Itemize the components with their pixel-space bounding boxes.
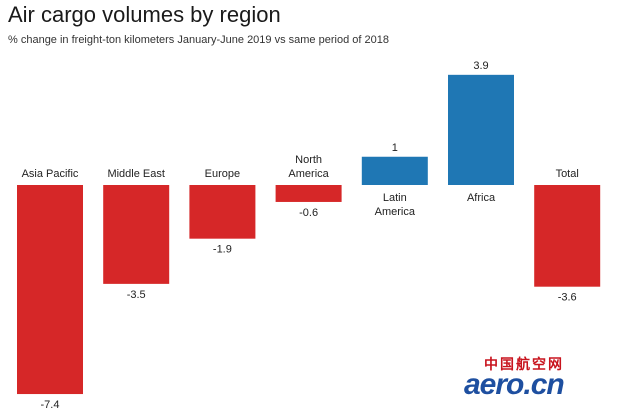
bar-asia-pacific (17, 185, 83, 395)
chart-subtitle: % change in freight-ton kilometers Janua… (8, 34, 389, 46)
value-label: -1.9 (213, 244, 232, 256)
bar-latin-america (361, 156, 428, 185)
value-label: -3.5 (127, 289, 146, 301)
category-label: Middle East (107, 168, 164, 180)
aero-cn-logo: 中国航空网 aero.cn (464, 354, 634, 406)
category-label: Latin America (375, 192, 416, 218)
value-label: -3.6 (558, 292, 577, 304)
watermark-cn-text: 中国航空网 (484, 356, 564, 372)
value-label: 3.9 (473, 60, 488, 72)
category-label: Total (556, 168, 579, 180)
value-label: 1 (392, 142, 398, 154)
value-label: -0.6 (299, 207, 318, 219)
chart-title: Air cargo volumes by region (8, 2, 281, 27)
bar-north-america (275, 185, 342, 202)
watermark-en-text: aero.cn (464, 368, 565, 401)
bar-total (534, 185, 601, 287)
bar-europe (189, 185, 256, 239)
category-label: North America (288, 154, 329, 180)
bar-middle-east (103, 185, 170, 284)
category-label: Asia Pacific (22, 168, 79, 180)
value-label: -7.4 (41, 399, 60, 408)
category-label: Africa (467, 192, 496, 204)
bar-africa (448, 74, 514, 185)
category-label: Europe (205, 168, 240, 180)
